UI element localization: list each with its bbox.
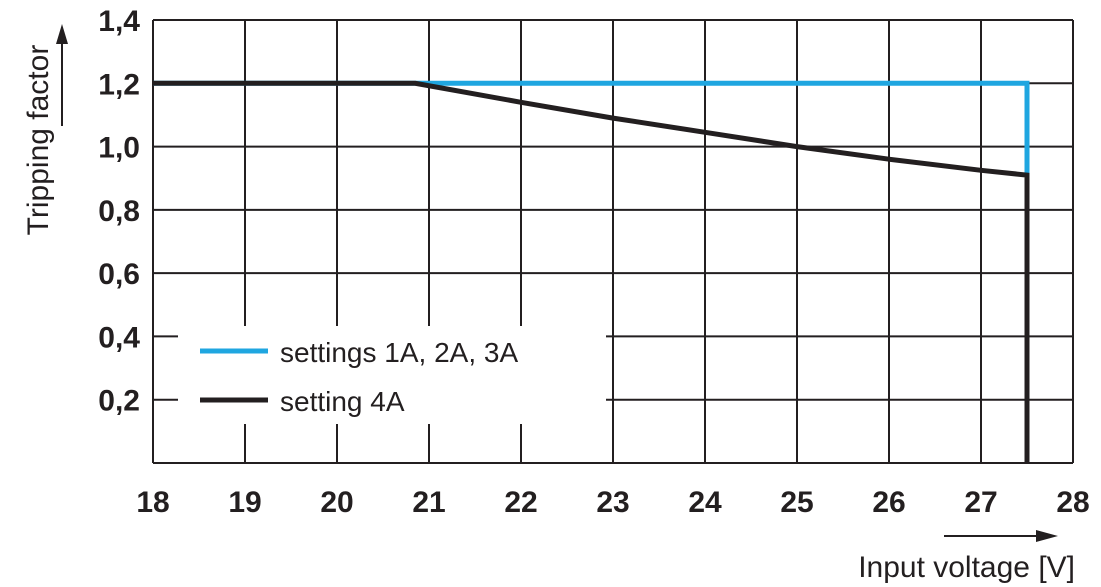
legend-label-setting-4a: setting 4A (280, 386, 405, 417)
x-tick-label: 23 (596, 486, 629, 519)
series-lines (153, 80, 1030, 463)
y-tick-label: 0,2 (98, 385, 140, 418)
series-line-1 (153, 80, 1030, 463)
series-line-0 (153, 80, 1030, 176)
y-tick-label: 0,6 (98, 258, 140, 291)
x-tick-label: 27 (964, 486, 997, 519)
x-tick-label: 19 (228, 486, 261, 519)
legend-background (178, 326, 606, 424)
x-tick-label: 24 (688, 486, 722, 519)
y-axis-title: Tripping factor (22, 45, 55, 236)
y-tick-label: 1,0 (98, 132, 140, 165)
y-tick-label: 1,4 (98, 5, 140, 38)
x-axis-title: Input voltage [V] (858, 551, 1075, 584)
x-tick-label: 22 (504, 486, 537, 519)
tick-labels: 18 19 20 21 22 23 24 25 26 27 28 0,2 0,4 0,6 0,8 1,0 1,2… (98, 5, 1089, 519)
y-axis-arrow-icon (56, 24, 68, 44)
legend: settings 1A, 2A, 3A setting 4A (178, 326, 606, 424)
x-tick-label: 25 (780, 486, 813, 519)
x-axis-arrow-icon (1036, 530, 1058, 542)
x-tick-label: 28 (1056, 486, 1089, 519)
x-tick-label: 26 (872, 486, 905, 519)
x-tick-label: 18 (136, 486, 169, 519)
y-tick-label: 1,2 (98, 68, 140, 101)
x-tick-label: 20 (320, 486, 353, 519)
legend-label-settings-1a-2a-3a: settings 1A, 2A, 3A (280, 337, 518, 368)
axis-titles: Tripping factor Input voltage [V] (22, 24, 1075, 584)
y-tick-label: 0,8 (98, 195, 140, 228)
y-tick-label: 0,4 (98, 321, 140, 354)
x-tick-label: 21 (412, 486, 445, 519)
